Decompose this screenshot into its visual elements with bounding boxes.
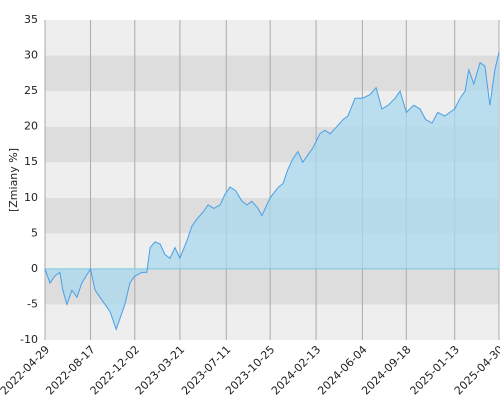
y-tick-label: 5 [31,226,38,239]
y-tick-label: 0 [31,262,38,275]
y-tick-label: 15 [24,155,38,168]
y-tick-label: 25 [24,84,38,97]
y-tick-label: 30 [24,49,38,62]
grid-band [45,91,499,127]
grid-band [45,20,499,56]
y-tick-label: 35 [24,13,38,26]
y-axis-label: [Zmiany %] [7,148,20,212]
area [45,52,499,330]
y-tick-label: 20 [24,120,38,133]
y-tick-label: -10 [20,333,38,346]
grid-band [45,55,499,92]
y-tick-label: -5 [27,297,38,310]
y-tick-label: 10 [24,191,38,204]
line [44,51,500,331]
